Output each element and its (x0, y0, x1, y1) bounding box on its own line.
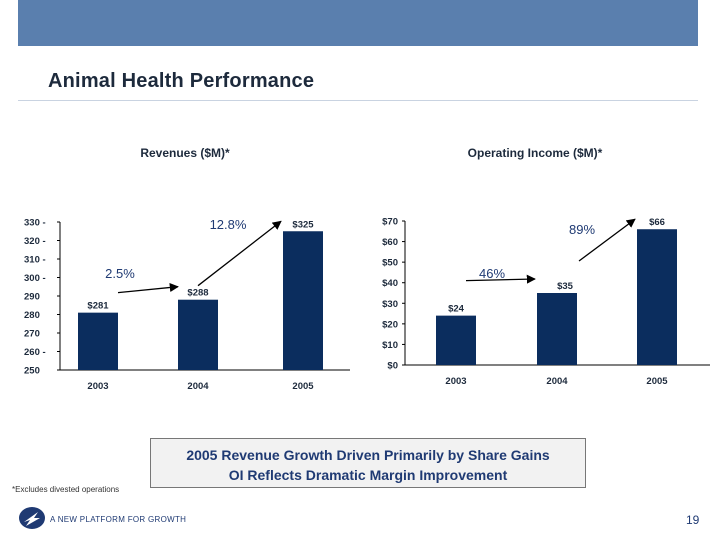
y-tick-label: $40 (382, 278, 398, 289)
y-tick-label: $50 (382, 258, 398, 269)
y-tick-label: $60 (382, 237, 398, 248)
footer-tagline: A NEW PLATFORM FOR GROWTH (50, 515, 187, 524)
bar-value-label: $288 (187, 288, 208, 299)
growth-label: 2.5% (105, 266, 135, 281)
bar-value-label: $281 (87, 301, 109, 312)
bar-2003 (436, 315, 476, 365)
header-bar (18, 0, 698, 46)
bar-2003 (78, 312, 118, 370)
bar-value-label: $66 (649, 217, 665, 228)
growth-arrow (117, 282, 179, 294)
y-tick-label: $0 (387, 361, 398, 372)
y-tick-label: 290 (24, 292, 40, 303)
y-tick-label: $10 (382, 340, 398, 351)
chart-title: Operating Income ($M)* (468, 146, 603, 160)
growth-arrow (197, 220, 282, 287)
y-tick-label: 310 - (24, 255, 46, 266)
y-tick-label: 270 (24, 329, 40, 340)
page-number: 19 (686, 513, 700, 527)
y-tick-label: 330 - (24, 218, 46, 229)
bar-2005 (637, 229, 677, 365)
bar-2004 (537, 293, 577, 365)
y-tick-label: $20 (382, 319, 398, 330)
callout-line-2: OI Reflects Dramatic Margin Improvement (228, 467, 508, 483)
bar-2004 (178, 299, 218, 370)
bar-value-label: $35 (557, 281, 574, 292)
operating-income-chart: Operating Income ($M)* $70 $60 $50 $40 $30 $20… (382, 146, 710, 387)
y-tick-label: 300 - (24, 273, 46, 284)
y-tick-label: 320 - (24, 236, 46, 247)
chart-title: Revenues ($M)* (140, 146, 230, 160)
title-divider (18, 100, 698, 101)
callout-line-1: 2005 Revenue Growth Driven Primarily by … (186, 447, 550, 463)
growth-label: 89% (569, 222, 595, 237)
y-tick-label: 280 (24, 310, 40, 321)
growth-arrow (578, 218, 636, 262)
x-category-label: 2005 (646, 376, 668, 387)
page-title: Animal Health Performance (48, 70, 315, 92)
y-tick-label: 260 - (24, 347, 46, 358)
growth-label: 12.8% (210, 217, 247, 232)
x-category-label: 2004 (187, 381, 209, 392)
x-category-label: 2003 (87, 381, 108, 392)
growth-arrow (465, 274, 536, 284)
y-tick-label: $70 (382, 217, 398, 228)
bar-value-label: $24 (448, 304, 465, 315)
bar-value-label: $325 (292, 219, 314, 230)
x-category-label: 2004 (546, 376, 568, 387)
logo-icon (19, 507, 45, 529)
x-category-label: 2003 (445, 376, 466, 387)
footnote: *Excludes divested operations (12, 485, 120, 494)
y-tick-label: 250 (24, 366, 40, 377)
revenue-chart: Revenues ($M)* 330 - 320 - 310 - 300 - 290 280… (24, 146, 350, 392)
y-tick-label: $30 (382, 299, 398, 310)
x-category-label: 2005 (292, 381, 314, 392)
bar-2005 (283, 231, 323, 370)
summary-callout: 2005 Revenue Growth Driven Primarily by … (150, 438, 586, 488)
growth-label: 46% (479, 266, 505, 281)
